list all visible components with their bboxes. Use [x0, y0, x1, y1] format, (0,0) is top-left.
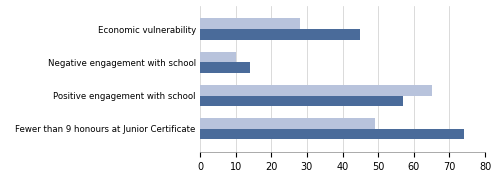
- Bar: [200, 52, 235, 62]
- Bar: [200, 62, 250, 73]
- Bar: [200, 19, 300, 29]
- Bar: [200, 118, 374, 129]
- Bar: [200, 85, 432, 96]
- Bar: [200, 96, 403, 106]
- Bar: [200, 129, 464, 139]
- Bar: [200, 29, 360, 40]
